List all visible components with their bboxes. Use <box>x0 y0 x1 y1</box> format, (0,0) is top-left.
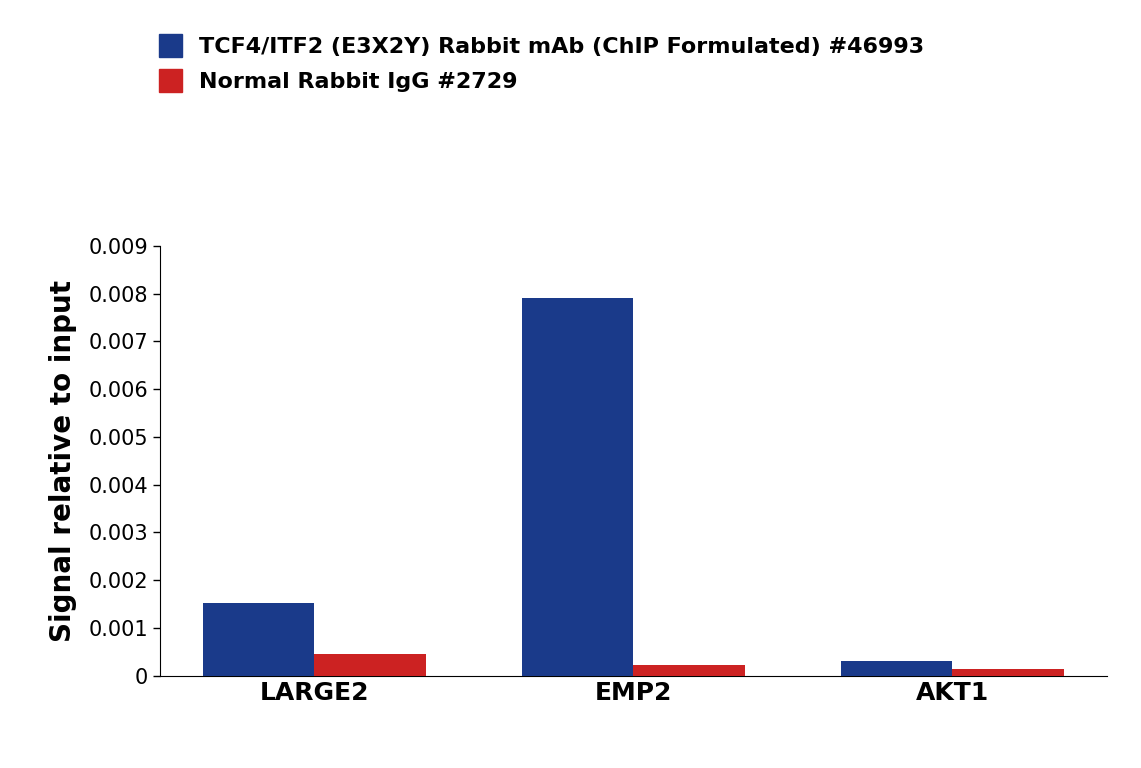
Y-axis label: Signal relative to input: Signal relative to input <box>49 280 78 642</box>
Bar <box>633 665 745 676</box>
Legend: TCF4/ITF2 (E3X2Y) Rabbit mAb (ChIP Formulated) #46993, Normal Rabbit IgG #2729: TCF4/ITF2 (E3X2Y) Rabbit mAb (ChIP Formu… <box>160 34 924 92</box>
Bar <box>315 654 426 676</box>
Bar <box>841 660 952 676</box>
Bar <box>203 603 315 676</box>
Bar <box>521 298 633 676</box>
Bar <box>952 669 1063 676</box>
